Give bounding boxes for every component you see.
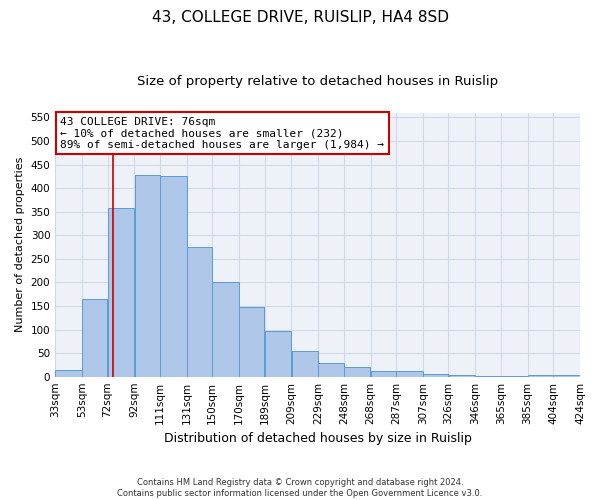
Bar [82, 299, 107, 376]
Bar [160, 176, 187, 376]
Y-axis label: Number of detached properties: Number of detached properties [15, 157, 25, 332]
Bar [239, 307, 265, 376]
Text: Contains HM Land Registry data © Crown copyright and database right 2024.
Contai: Contains HM Land Registry data © Crown c… [118, 478, 482, 498]
Bar [371, 371, 396, 376]
Bar [134, 175, 160, 376]
Bar [55, 370, 82, 376]
Bar [397, 371, 423, 376]
Bar [187, 247, 212, 376]
Bar [212, 282, 239, 376]
Title: Size of property relative to detached houses in Ruislip: Size of property relative to detached ho… [137, 75, 498, 88]
Bar [423, 374, 448, 376]
Text: 43, COLLEGE DRIVE, RUISLIP, HA4 8SD: 43, COLLEGE DRIVE, RUISLIP, HA4 8SD [151, 10, 449, 25]
Bar [553, 375, 580, 376]
Bar [108, 208, 134, 376]
Bar [319, 362, 344, 376]
Text: 43 COLLEGE DRIVE: 76sqm
← 10% of detached houses are smaller (232)
89% of semi-d: 43 COLLEGE DRIVE: 76sqm ← 10% of detache… [61, 116, 385, 150]
Bar [344, 368, 370, 376]
Bar [265, 331, 291, 376]
Bar [292, 351, 318, 376]
X-axis label: Distribution of detached houses by size in Ruislip: Distribution of detached houses by size … [164, 432, 472, 445]
